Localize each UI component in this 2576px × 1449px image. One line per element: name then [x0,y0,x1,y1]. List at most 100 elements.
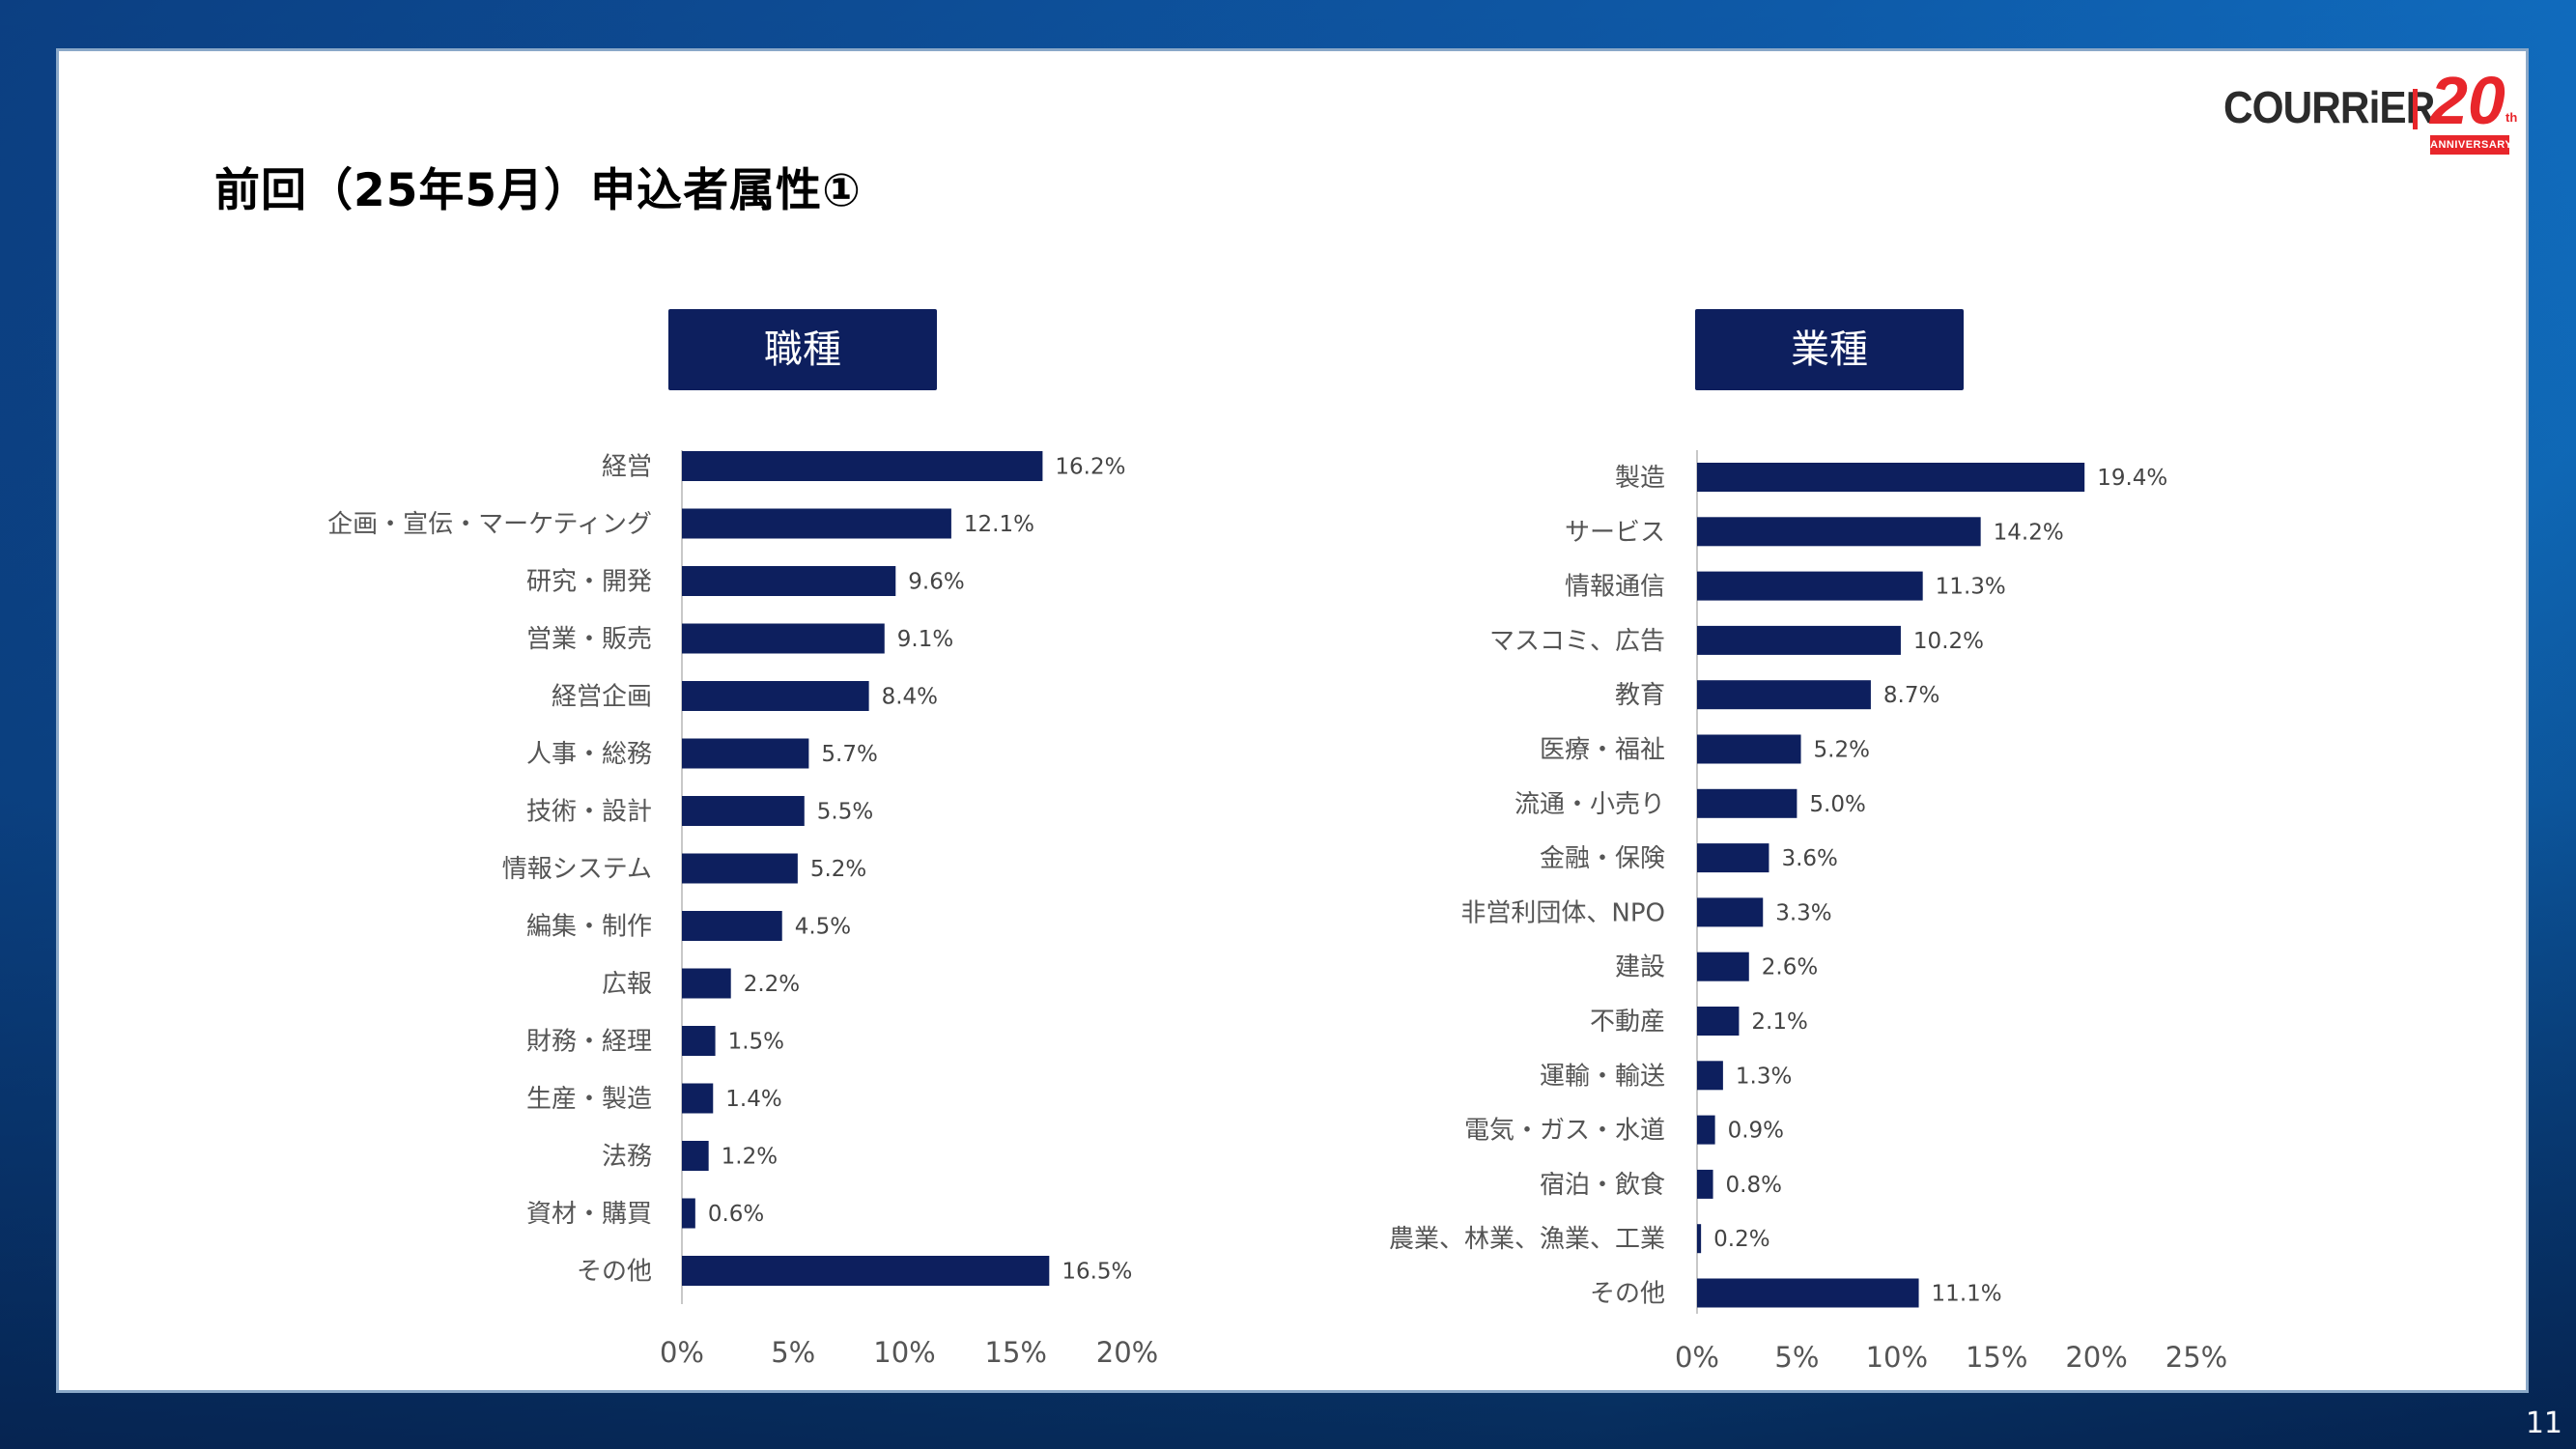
category-label: 電気・ガス・水道 [1464,1117,1665,1146]
data-label: 16.2% [1055,455,1125,480]
bar [1697,788,1798,818]
category-label: 情報システム [502,855,652,884]
category-label: 営業・販売 [526,625,652,654]
data-label: 4.5% [795,915,851,940]
chart-title-industry: 業種 [1695,309,1964,390]
category-label: 法務 [602,1143,652,1172]
bar [682,623,885,654]
data-label: 16.5% [1062,1260,1132,1285]
category-label: 編集・制作 [526,913,652,942]
data-label: 10.2% [1913,629,1984,654]
data-label: 0.9% [1728,1119,1784,1144]
bar [1697,1007,1740,1036]
data-label: 0.8% [1726,1173,1782,1198]
data-label: 9.1% [897,627,953,652]
page-number: 11 [2525,1406,2562,1440]
x-tick-label: 10% [873,1336,935,1369]
bar [1697,463,2085,492]
category-label: その他 [1590,1280,1665,1309]
data-label: 8.7% [1883,683,1939,708]
bar [682,968,731,999]
category-label: 研究・開発 [526,568,652,597]
category-label: 生産・製造 [526,1085,652,1114]
industry-bar-chart: 製造 19.4% サービス 14.2% 情報通信 11.3% マスコミ、広告 10.2% 教育 8… [1389,450,2227,1374]
x-tick-label: 20% [1096,1336,1158,1369]
data-label: 12.1% [964,512,1034,537]
bar [1697,1224,1702,1254]
category-label: 教育 [1615,681,1665,710]
slide-canvas [56,48,2529,1393]
category-label: マスコミ、広告 [1489,627,1665,656]
data-label: 2.1% [1751,1009,1807,1035]
category-label: 人事・総務 [526,740,652,769]
data-label: 1.4% [725,1087,781,1112]
bar [1697,1169,1713,1199]
bar [1697,897,1764,927]
brand-logo: COURRiER 20 th ANNIVERSARY [2223,63,2517,160]
bar [682,1141,709,1171]
bar [682,1083,714,1114]
category-label: 財務・経理 [526,1028,652,1057]
data-label: 14.2% [1994,520,2064,545]
logo-anniversary-number: 20 [2430,63,2505,138]
bar [682,566,896,596]
category-label: 企画・宣伝・マーケティング [327,510,652,539]
data-label: 1.2% [722,1145,778,1170]
bar [682,1026,716,1056]
data-label: 0.2% [1713,1227,1769,1252]
x-tick-label: 5% [1774,1341,1819,1374]
category-label: 経営企画 [552,683,652,712]
category-label: 宿泊・飲食 [1540,1171,1665,1200]
category-label: 非営利団体、NPO [1460,898,1665,927]
category-label: その他 [577,1258,652,1287]
x-tick-label: 0% [1675,1341,1719,1374]
x-tick-label: 25% [2166,1341,2227,1374]
category-label: サービス [1565,518,1665,547]
data-label: 3.3% [1775,900,1831,925]
bar [1697,1278,1919,1308]
category-label: 広報 [602,970,652,999]
x-tick-label: 10% [1866,1341,1928,1374]
category-label: 流通・小売り [1514,790,1665,819]
data-label: 5.2% [1814,738,1870,763]
category-label: 医療・福祉 [1540,736,1665,765]
bar [682,1256,1050,1286]
category-label: 金融・保険 [1540,844,1665,873]
category-label: 経営 [602,453,652,482]
x-tick-label: 15% [985,1336,1047,1369]
bar [682,796,805,826]
bar [1697,680,1871,710]
bar [682,911,782,941]
data-label: 0.6% [708,1202,764,1227]
data-label: 5.0% [1809,792,1865,817]
logo-divider [2413,89,2418,129]
bar [1697,625,1901,655]
data-label: 9.6% [908,570,964,595]
data-label: 2.2% [744,972,800,997]
x-tick-label: 0% [660,1336,704,1369]
data-label: 5.2% [810,857,866,882]
bar [682,508,951,539]
bar [1697,952,1749,981]
bar [1697,734,1801,764]
category-label: 運輸・輸送 [1540,1062,1665,1091]
bar [682,681,869,711]
x-tick-label: 5% [771,1336,815,1369]
data-label: 5.5% [817,800,873,825]
bar [1697,843,1769,873]
data-label: 1.3% [1736,1064,1792,1089]
occupation-bar-chart: 経営 16.2% 企画・宣伝・マーケティング 12.1% 研究・開発 9.6% 営業・販売 9… [327,450,1158,1369]
category-label: 農業、林業、漁業、工業 [1389,1225,1665,1254]
category-label: 建設 [1615,953,1665,982]
bar [682,1198,695,1229]
bar [1697,1115,1715,1145]
x-tick-label: 15% [1966,1341,2027,1374]
data-label: 11.3% [1936,575,2006,600]
category-label: 製造 [1615,464,1665,493]
bar [682,738,809,769]
data-label: 19.4% [2097,466,2167,491]
logo-wordmark: COURRiER [2223,82,2435,132]
chart-title-occupation: 職種 [668,309,937,390]
logo-ordinal-suffix: th [2505,110,2518,125]
bar [1697,517,1981,547]
